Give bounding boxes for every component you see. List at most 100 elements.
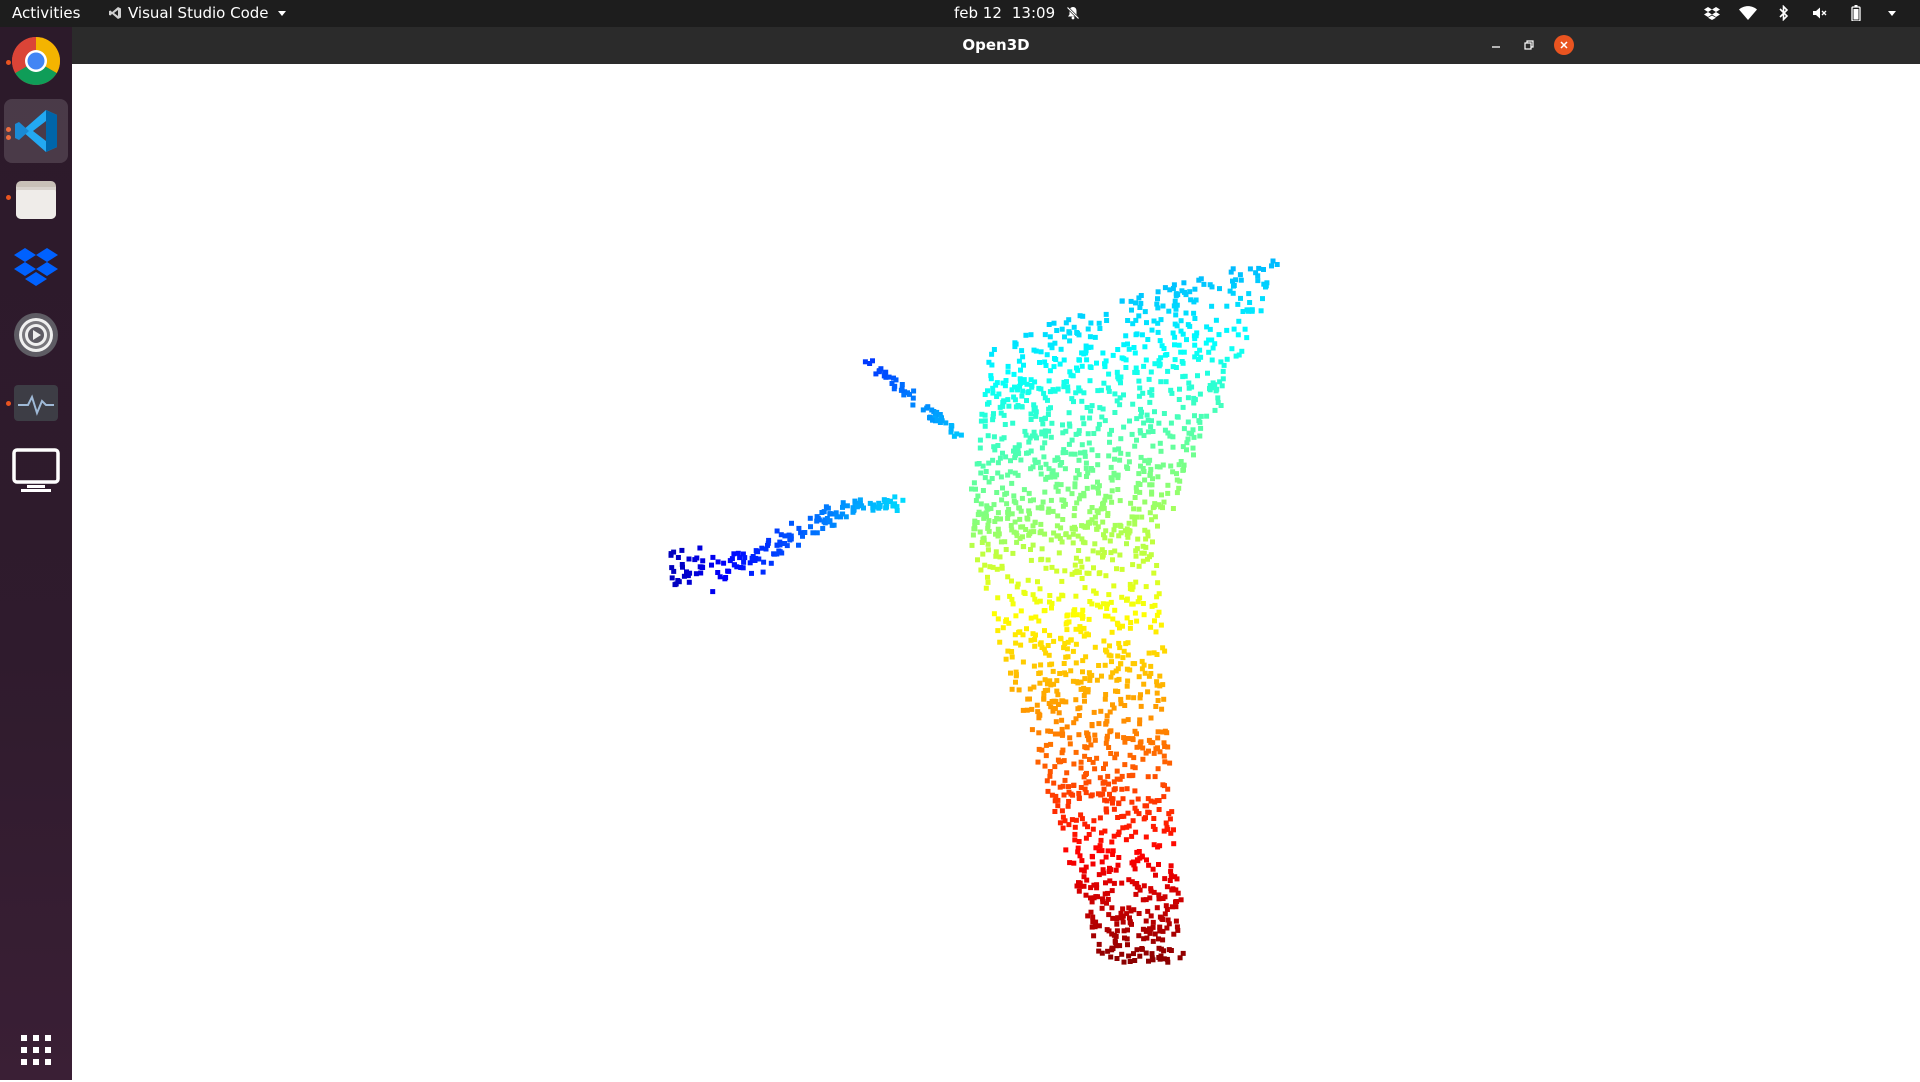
system-menu-chevron-icon[interactable] bbox=[1882, 3, 1902, 23]
point bbox=[1058, 482, 1064, 488]
dropbox-tray-icon[interactable] bbox=[1702, 3, 1722, 23]
point bbox=[1131, 755, 1137, 761]
point bbox=[1143, 897, 1149, 903]
app-menu[interactable]: Visual Studio Code bbox=[108, 4, 286, 22]
dock-item-display[interactable] bbox=[4, 439, 68, 503]
point bbox=[1108, 867, 1114, 873]
point bbox=[1157, 683, 1163, 689]
point bbox=[1137, 695, 1143, 701]
point bbox=[1076, 430, 1082, 436]
dock-item-system-monitor[interactable] bbox=[4, 371, 68, 435]
point bbox=[948, 426, 954, 432]
point bbox=[1116, 676, 1122, 682]
point bbox=[1089, 403, 1095, 409]
point bbox=[1158, 379, 1164, 385]
wifi-icon[interactable] bbox=[1738, 3, 1758, 23]
point bbox=[1156, 862, 1161, 867]
point bbox=[1042, 489, 1048, 495]
dock-item-chrome[interactable] bbox=[4, 29, 68, 93]
point bbox=[1031, 402, 1037, 408]
point bbox=[1147, 457, 1153, 463]
point bbox=[1095, 602, 1100, 608]
point bbox=[1102, 696, 1108, 702]
point bbox=[1220, 368, 1226, 374]
point bbox=[1052, 764, 1058, 770]
point bbox=[1119, 951, 1125, 957]
volume-muted-icon[interactable] bbox=[1810, 3, 1830, 23]
dock-item-settings[interactable] bbox=[4, 303, 68, 367]
point bbox=[1156, 420, 1162, 426]
point bbox=[1185, 436, 1191, 442]
point bbox=[1065, 639, 1071, 645]
point bbox=[1125, 694, 1131, 700]
battery-icon[interactable] bbox=[1846, 3, 1866, 23]
point bbox=[894, 508, 900, 513]
point bbox=[1000, 485, 1005, 491]
point bbox=[1079, 564, 1085, 570]
point bbox=[1046, 378, 1052, 384]
restore-button[interactable] bbox=[1519, 35, 1539, 55]
point bbox=[985, 525, 991, 531]
system-tray[interactable] bbox=[1702, 3, 1902, 23]
point bbox=[1157, 924, 1163, 930]
point bbox=[1161, 794, 1167, 800]
point bbox=[1036, 618, 1042, 624]
minimize-button[interactable] bbox=[1486, 35, 1506, 55]
point bbox=[887, 499, 893, 504]
activities-button[interactable]: Activities bbox=[12, 4, 81, 22]
point bbox=[759, 545, 765, 551]
point bbox=[756, 556, 762, 562]
dock-item-files[interactable] bbox=[4, 167, 68, 231]
point bbox=[824, 516, 830, 521]
point bbox=[1064, 379, 1069, 385]
point bbox=[1046, 652, 1052, 658]
point bbox=[1126, 346, 1132, 352]
clock-date: feb 12 bbox=[954, 4, 1002, 22]
point bbox=[1065, 388, 1071, 394]
point bbox=[1166, 811, 1172, 817]
window-titlebar[interactable]: Open3D bbox=[72, 27, 1920, 64]
point bbox=[995, 628, 1001, 634]
point bbox=[1118, 450, 1124, 456]
point bbox=[969, 542, 975, 548]
point bbox=[1044, 681, 1050, 687]
point bbox=[1134, 618, 1140, 624]
running-indicator bbox=[6, 195, 11, 200]
point bbox=[1121, 735, 1127, 741]
point bbox=[1115, 347, 1121, 352]
point bbox=[1120, 655, 1126, 661]
close-button[interactable] bbox=[1554, 35, 1574, 55]
point bbox=[1073, 817, 1079, 823]
point bbox=[1073, 749, 1079, 755]
point bbox=[1235, 301, 1241, 307]
point bbox=[1055, 692, 1061, 698]
point bbox=[1033, 460, 1039, 466]
point bbox=[1108, 954, 1114, 960]
point bbox=[1028, 637, 1034, 643]
point bbox=[1143, 750, 1149, 756]
point bbox=[1104, 606, 1110, 611]
point bbox=[1091, 431, 1097, 436]
bluetooth-icon[interactable] bbox=[1774, 3, 1794, 23]
clock[interactable]: feb 12 13:09 bbox=[954, 4, 1081, 22]
open3d-viewport[interactable] bbox=[72, 64, 1920, 1080]
point bbox=[1143, 536, 1149, 542]
point bbox=[972, 526, 978, 532]
point bbox=[820, 526, 826, 531]
point bbox=[1124, 615, 1130, 621]
point bbox=[1011, 498, 1017, 504]
dock-item-vscode[interactable] bbox=[4, 99, 68, 163]
point-cloud[interactable] bbox=[72, 64, 1920, 1080]
point bbox=[1063, 699, 1069, 705]
dock-item-show-apps[interactable] bbox=[4, 1018, 68, 1082]
point bbox=[1049, 605, 1054, 611]
point bbox=[1018, 508, 1024, 514]
dock-item-dropbox[interactable] bbox=[4, 235, 68, 299]
point bbox=[1220, 376, 1226, 382]
point bbox=[1029, 433, 1035, 439]
point bbox=[979, 411, 985, 417]
point bbox=[1180, 950, 1186, 956]
point bbox=[1007, 593, 1013, 599]
point bbox=[1168, 873, 1174, 879]
point bbox=[1028, 417, 1034, 422]
